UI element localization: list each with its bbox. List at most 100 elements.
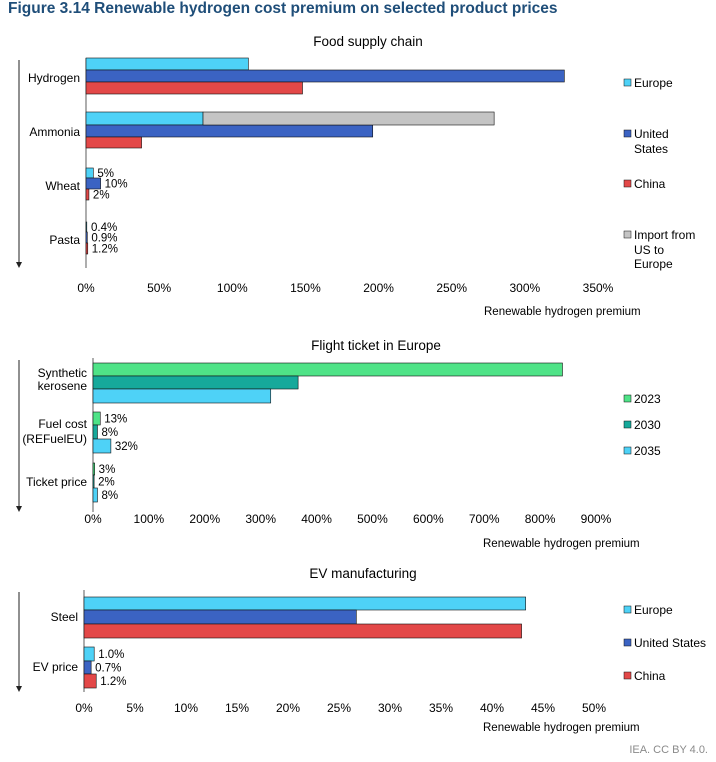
figure-title: Figure 3.14 Renewable hydrogen cost prem…	[8, 0, 558, 17]
bar-0-2-0	[85, 167, 94, 179]
bar-1-0-1	[92, 375, 299, 390]
bar-0-1-3	[202, 111, 495, 126]
tick-label-0-7: 350%	[583, 281, 614, 295]
category-label-1-0-1: kerosene	[38, 379, 88, 393]
bar-0-3-0	[85, 221, 88, 233]
tick-label-1-7: 700%	[469, 512, 500, 526]
tick-label-2-7: 35%	[429, 701, 453, 715]
tick-label-2-10: 50%	[582, 701, 606, 715]
bar-2-0-2	[83, 623, 522, 639]
bar-1-0-0	[92, 362, 563, 377]
category-label-1-2: Ticket price	[26, 475, 87, 489]
tick-label-0-5: 250%	[436, 281, 467, 295]
tick-label-0-4: 200%	[363, 281, 394, 295]
legend-swatch-0-0	[623, 78, 632, 87]
legend-label-0-1-1: States	[634, 142, 668, 156]
axis-arrow-head-0	[16, 262, 22, 268]
chart-title-2: EV manufacturing	[309, 566, 416, 581]
bar-0-2-2	[85, 188, 90, 201]
tick-label-1-9: 900%	[581, 512, 612, 526]
legend-label-2-1: United States	[634, 636, 706, 650]
legend-swatch-2-2	[623, 671, 632, 680]
tick-label-2-9: 45%	[531, 701, 555, 715]
data-label-2-1-2: 1.2%	[100, 676, 126, 688]
bar-2-0-1	[83, 609, 357, 625]
tick-label-1-6: 600%	[413, 512, 444, 526]
bar-2-1-1	[83, 660, 92, 675]
tick-label-2-2: 10%	[174, 701, 198, 715]
data-label-2-1-0: 1.0%	[98, 649, 124, 661]
tick-label-2-5: 25%	[327, 701, 351, 715]
legend-label-0-1-0: United	[634, 127, 669, 141]
legend-label-0-3-2: Europe	[634, 257, 673, 271]
data-label-1-2-1: 2%	[98, 477, 115, 489]
legend-swatch-1-0	[623, 394, 632, 403]
axis-arrow-head-1	[16, 506, 22, 512]
bar-1-1-0	[92, 411, 101, 426]
bar-0-1-2	[85, 136, 142, 149]
bar-1-0-2	[92, 388, 272, 404]
bar-1-2-2	[92, 487, 98, 503]
legend-label-1-2: 2035	[634, 444, 661, 458]
data-label-0-3-1: 0.9%	[91, 233, 117, 245]
chart-title-0: Food supply chain	[313, 34, 423, 49]
data-label-0-2-1: 10%	[105, 179, 128, 191]
legend-label-0-3-0: Import from	[634, 228, 695, 242]
category-label-2-1: EV price	[33, 660, 79, 674]
category-label-0-3: Pasta	[49, 233, 80, 247]
chart-title-1: Flight ticket in Europe	[311, 338, 441, 353]
bar-1-1-2	[92, 438, 112, 454]
legend-label-0-2: China	[634, 177, 666, 191]
legend-label-1-0: 2023	[634, 392, 661, 406]
tick-label-0-3: 150%	[290, 281, 321, 295]
bar-0-3-1	[85, 231, 88, 244]
x-axis-label-2: Renewable hydrogen premium	[483, 722, 640, 734]
bar-1-2-1	[92, 474, 95, 489]
legend-swatch-0-3	[623, 230, 632, 239]
data-label-1-1-1: 8%	[101, 427, 118, 439]
legend-label-2-0: Europe	[634, 603, 673, 617]
tick-label-2-8: 40%	[480, 701, 504, 715]
tick-label-2-0: 0%	[75, 701, 93, 715]
tick-label-1-2: 200%	[189, 512, 220, 526]
credit-text: IEA. CC BY 4.0.	[629, 744, 708, 756]
bar-1-2-0	[92, 462, 95, 476]
bar-0-1-1	[85, 124, 374, 138]
tick-label-1-4: 400%	[301, 512, 332, 526]
category-label-0-1: Ammonia	[29, 125, 80, 139]
bar-2-0-0	[83, 596, 526, 611]
x-axis-label-1: Renewable hydrogen premium	[483, 538, 640, 550]
legend-swatch-2-1	[623, 638, 632, 647]
tick-label-2-4: 20%	[276, 701, 300, 715]
legend-label-1-1: 2030	[634, 418, 661, 432]
tick-label-1-5: 500%	[357, 512, 388, 526]
bar-2-1-0	[83, 646, 95, 662]
bar-0-0-2	[85, 81, 303, 95]
tick-label-2-3: 15%	[225, 701, 249, 715]
category-label-1-0-0: Synthetic	[38, 366, 87, 380]
tick-label-0-6: 300%	[510, 281, 541, 295]
data-label-1-1-0: 13%	[104, 414, 127, 426]
bar-0-0-0	[85, 57, 249, 71]
bar-0-0-1	[85, 69, 565, 83]
data-label-2-1-1: 0.7%	[95, 663, 121, 675]
tick-label-1-1: 100%	[134, 512, 165, 526]
legend-swatch-1-1	[623, 420, 632, 429]
data-label-1-2-0: 3%	[99, 464, 116, 476]
axis-arrow-head-2	[16, 686, 22, 692]
data-label-0-2-0: 5%	[97, 168, 114, 180]
legend-swatch-1-2	[623, 446, 632, 455]
category-label-2-0: Steel	[51, 610, 78, 624]
tick-label-2-6: 30%	[378, 701, 402, 715]
data-label-0-3-0: 0.4%	[91, 222, 117, 234]
tick-label-1-3: 300%	[245, 512, 276, 526]
data-label-1-1-2: 32%	[115, 441, 138, 453]
category-label-0-2: Wheat	[45, 179, 80, 193]
tick-label-1-0: 0%	[84, 512, 102, 526]
x-axis-label-0: Renewable hydrogen premium	[484, 306, 641, 318]
data-label-0-3-2: 1.2%	[92, 244, 118, 256]
tick-label-0-2: 100%	[217, 281, 248, 295]
legend-label-0-0: Europe	[634, 76, 673, 90]
data-label-0-2-2: 2%	[93, 190, 110, 202]
